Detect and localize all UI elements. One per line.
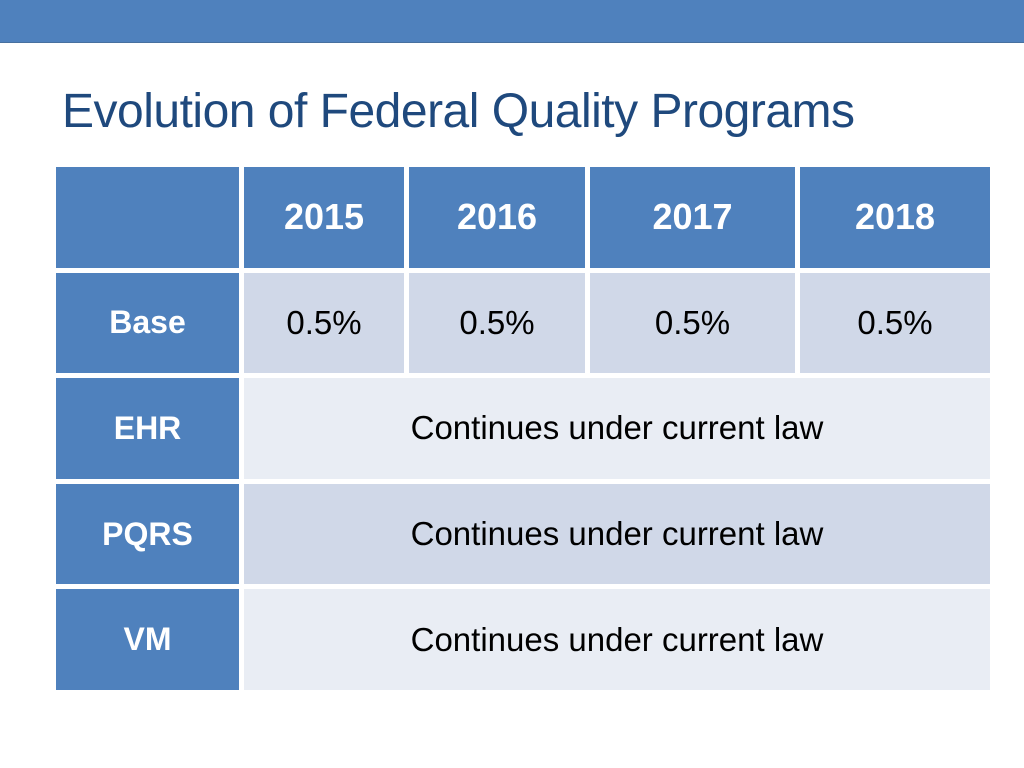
- header-cell-2018: 2018: [800, 167, 990, 268]
- row-label-pqrs: PQRS: [56, 483, 239, 585]
- header-cell-2015: 2015: [244, 167, 404, 268]
- row-label-ehr: EHR: [56, 378, 239, 479]
- value-cell-base-2017: 0.5%: [590, 272, 795, 374]
- value-cell-base-2018: 0.5%: [800, 272, 990, 374]
- merged-value-cell-pqrs: Continues under current law: [244, 483, 990, 585]
- value-cell-base-2015: 0.5%: [244, 272, 404, 374]
- header-cell-2016: 2016: [409, 167, 585, 268]
- header-cell-2017: 2017: [590, 167, 795, 268]
- header-cell-blank: [56, 167, 239, 268]
- quality-programs-table: 2015 2016 2017 2018 Base 0.5% 0.5% 0.5% …: [56, 167, 990, 690]
- slide-title: Evolution of Federal Quality Programs: [62, 85, 855, 138]
- row-label-base: Base: [56, 272, 239, 374]
- value-cell-base-2016: 0.5%: [409, 272, 585, 374]
- top-accent-bar: [0, 0, 1024, 43]
- merged-value-cell-ehr: Continues under current law: [244, 378, 990, 479]
- merged-value-cell-vm: Continues under current law: [244, 589, 990, 690]
- row-label-vm: VM: [56, 589, 239, 690]
